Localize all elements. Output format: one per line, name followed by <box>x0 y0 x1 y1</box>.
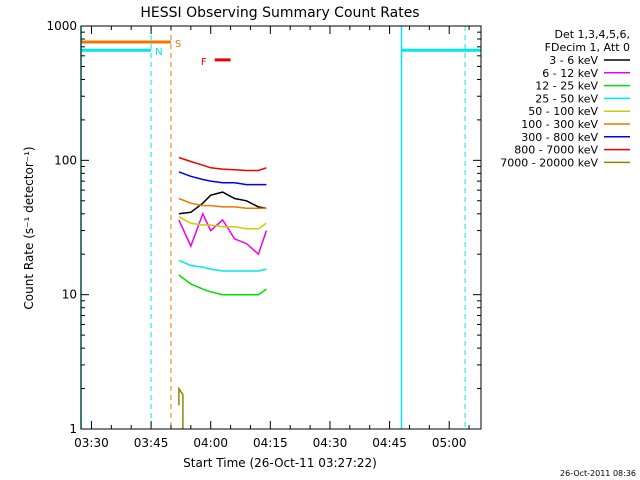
x-tick-label: 05:00 <box>432 436 467 450</box>
y-tick-label: 100 <box>54 153 77 167</box>
series-line <box>178 386 184 429</box>
legend-label: 25 - 50 keV <box>535 92 598 105</box>
legend: Det 1,3,4,5,6,FDecim 1, Att 03 - 6 keV6 … <box>500 28 630 169</box>
x-axis: 03:30 03:45 04:00 04:15 04:30 04:45 05:00 <box>74 26 470 450</box>
x-tick-label: 03:45 <box>134 436 169 450</box>
y-tick-label: 1 <box>69 422 77 436</box>
series-line <box>178 211 268 256</box>
x-tick-label: 04:30 <box>313 436 348 450</box>
legend-header: FDecim 1, Att 0 <box>545 41 630 54</box>
series-line <box>178 274 267 296</box>
y-axis-label: Count Rate (s⁻¹ detector⁻¹) <box>22 146 36 309</box>
series-line <box>178 171 267 186</box>
flag-label: F <box>201 57 207 68</box>
x-tick-label: 03:30 <box>74 436 109 450</box>
legend-label: 300 - 800 keV <box>521 131 598 144</box>
y-tick-label: 10 <box>62 288 77 302</box>
flag-label: S <box>175 39 181 50</box>
instrument-flags: S N F <box>80 26 481 429</box>
legend-label: 800 - 7000 keV <box>514 144 598 157</box>
series-line <box>178 191 267 215</box>
series-line <box>178 216 267 230</box>
legend-label: 100 - 300 keV <box>521 118 598 131</box>
y-tick-label: 1000 <box>46 19 77 33</box>
series-line <box>178 156 267 172</box>
flag-label: N <box>155 47 162 58</box>
series-layer <box>178 156 268 429</box>
legend-label: 50 - 100 keV <box>528 105 598 118</box>
x-axis-label: Start Time (26-Oct-11 03:27:22) <box>183 456 377 470</box>
legend-label: 7000 - 20000 keV <box>500 156 598 169</box>
legend-label: 12 - 25 keV <box>535 80 598 93</box>
series-line <box>178 259 267 272</box>
plot-frame <box>80 25 482 430</box>
legend-label: 6 - 12 keV <box>542 67 598 80</box>
x-tick-label: 04:00 <box>193 436 228 450</box>
y-axis: 1 10 100 1000 <box>46 19 481 436</box>
x-tick-label: 04:45 <box>372 436 407 450</box>
timestamp: 26-Oct-2011 08:36 <box>560 469 636 478</box>
legend-label: 3 - 6 keV <box>549 54 598 67</box>
x-tick-label: 04:15 <box>253 436 288 450</box>
chart-title: HESSI Observing Summary Count Rates <box>140 5 419 21</box>
series-line <box>178 197 267 209</box>
legend-header: Det 1,3,4,5,6, <box>554 28 630 41</box>
